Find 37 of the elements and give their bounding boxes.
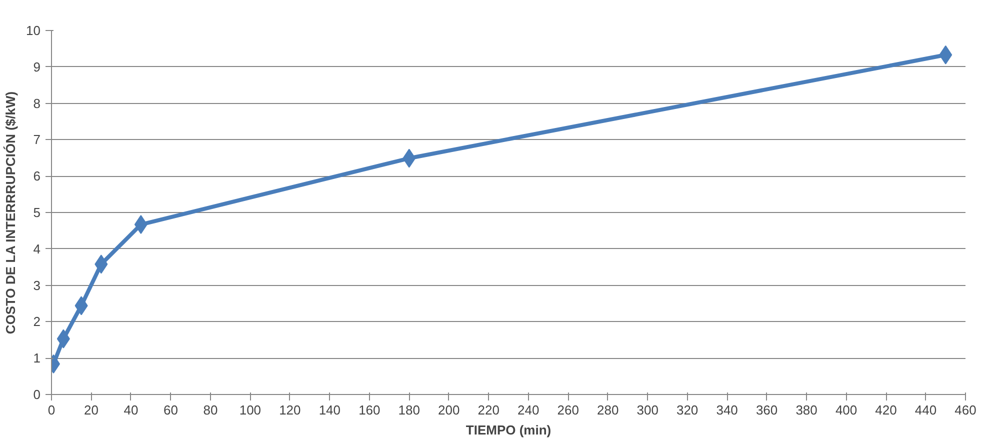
x-tick-label: 40 — [124, 402, 138, 418]
x-tick-label: 300 — [636, 402, 658, 418]
x-tick-label: 120 — [279, 402, 301, 418]
x-tick-label: 240 — [518, 402, 540, 418]
x-tick-label: 260 — [557, 402, 579, 418]
x-tick-label: 0 — [48, 402, 56, 418]
x-tick-label: 160 — [358, 402, 380, 418]
y-tick-label: 9 — [33, 59, 41, 74]
x-tick-label: 440 — [914, 402, 937, 418]
x-tick-label: 360 — [756, 402, 778, 418]
y-tick-label: 0 — [33, 387, 41, 402]
x-tick-label: 180 — [398, 402, 420, 418]
y-tick-label: 4 — [33, 241, 41, 256]
x-tick-label: 20 — [84, 402, 98, 418]
x-tick-label: 60 — [163, 402, 178, 418]
x-tick-label: 280 — [597, 402, 619, 418]
x-tick-label: 140 — [318, 402, 341, 418]
x-tick-label: 80 — [203, 402, 218, 418]
y-tick-label: 7 — [33, 132, 41, 148]
y-axis-title: COSTO DE LA INTERRRUPCIÓN ($/kW) — [3, 91, 18, 334]
x-tick-label: 460 — [954, 402, 976, 418]
x-tick-label: 200 — [438, 402, 460, 418]
x-tick-label: 340 — [716, 402, 738, 418]
x-tick-label: 100 — [239, 402, 262, 418]
x-tick-label: 380 — [796, 402, 818, 418]
x-tick-label: 220 — [478, 402, 500, 418]
y-tick-label: 6 — [33, 168, 41, 184]
y-tick-label: 1 — [33, 350, 41, 366]
x-axis-title: TIEMPO (min) — [466, 422, 552, 438]
x-tick-label: 400 — [835, 402, 858, 418]
y-tick-label: 5 — [33, 205, 41, 220]
y-tick-label: 10 — [26, 23, 41, 38]
x-tick-label: 320 — [676, 402, 698, 418]
y-tick-label: 2 — [33, 314, 41, 330]
x-tick-label: 420 — [875, 402, 897, 418]
y-tick-label: 8 — [33, 96, 41, 111]
y-tick-label: 3 — [33, 278, 41, 293]
